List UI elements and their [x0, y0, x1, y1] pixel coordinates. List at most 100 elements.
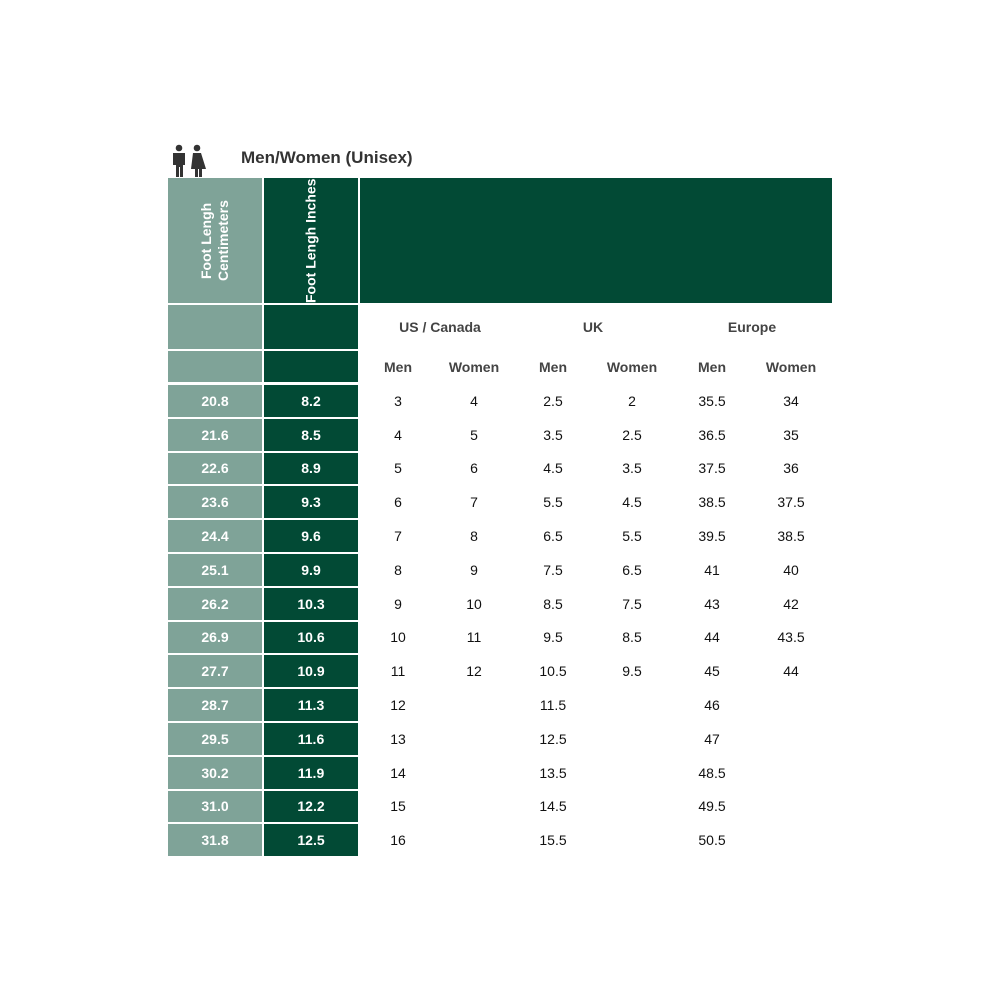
cell-size: 2.5: [543, 392, 563, 409]
cell-size: 44: [783, 663, 799, 680]
cell-size: 14.5: [539, 798, 567, 815]
cell-size: 44: [704, 629, 720, 646]
cell-size: 9: [470, 561, 478, 578]
cell-size: 7: [470, 494, 478, 511]
subheader-men: Men: [698, 359, 726, 375]
cell-size: [434, 791, 514, 823]
cell-size: 6: [470, 460, 478, 477]
cell-size: 8.5: [622, 629, 642, 646]
cell-cm: 24.4: [168, 520, 262, 552]
cell-size: 7.5: [543, 561, 563, 578]
cell-size: 5.5: [543, 494, 563, 511]
header-foot-length-inches: Foot Lengh Inches: [264, 178, 358, 303]
cell-inches: 12.2: [264, 790, 358, 823]
cell-inches: 9.6: [264, 520, 358, 552]
cell-size: 16: [390, 832, 406, 849]
cell-size: [751, 723, 831, 755]
cell-size: 36: [783, 460, 799, 477]
cell-size: 9.5: [543, 629, 563, 646]
cell-size: 6.5: [622, 561, 642, 578]
cell-size: 12: [466, 663, 482, 680]
cell-size: 35.5: [698, 392, 726, 409]
cell-size: 47: [704, 730, 720, 747]
cell-size: 13: [390, 730, 406, 747]
cell-size: 39.5: [698, 528, 726, 545]
header-foot-length-cm: Foot Lengh Centimeters: [168, 178, 262, 303]
header-spacer: [264, 305, 358, 349]
cell-size: [592, 689, 672, 721]
subheader-women: Women: [606, 359, 658, 375]
cell-size: [751, 757, 831, 789]
cell-cm: 31.8: [168, 824, 262, 857]
cell-size: 14: [390, 764, 406, 781]
cell-size: 4: [470, 392, 478, 409]
cell-size: 50.5: [698, 832, 726, 849]
cell-size: [751, 824, 831, 856]
cell-size: 5.5: [622, 528, 642, 545]
cell-inches: 11.6: [264, 723, 358, 755]
cell-size: 37.5: [777, 494, 805, 511]
cell-size: 6.5: [543, 528, 563, 545]
cell-cm: 25.1: [168, 554, 262, 586]
cell-size: 10.5: [539, 663, 567, 680]
cell-inches: 8.5: [264, 418, 358, 451]
cell-size: 13.5: [539, 764, 567, 781]
cell-size: 40: [783, 561, 799, 578]
cell-size: 43: [704, 595, 720, 612]
cell-inches: 10.6: [264, 621, 358, 654]
cell-cm: 26.9: [168, 621, 262, 654]
cell-size: 3: [394, 392, 402, 409]
cell-cm: 30.2: [168, 756, 262, 789]
cell-size: 37.5: [698, 460, 726, 477]
men-women-icon: [173, 144, 206, 177]
cell-size: 43.5: [777, 629, 805, 646]
group-europe: Europe: [727, 319, 777, 335]
cell-size: 46: [704, 697, 720, 714]
cell-cm: 29.5: [168, 723, 262, 755]
cell-size: 4: [394, 426, 402, 443]
cell-size: [434, 723, 514, 755]
cell-size: 7: [394, 528, 402, 545]
cell-cm: 23.6: [168, 486, 262, 519]
cell-size: 38.5: [698, 494, 726, 511]
cell-cm: 22.6: [168, 452, 262, 485]
header-spacer: [168, 351, 262, 382]
cell-size: [751, 791, 831, 823]
cell-size: 11: [390, 663, 406, 680]
cell-size: 11.5: [539, 697, 567, 714]
cell-size: [592, 757, 672, 789]
cell-size: 5: [394, 460, 402, 477]
group-uk: UK: [582, 319, 604, 335]
cell-size: 8: [394, 561, 402, 578]
cell-size: 5: [470, 426, 478, 443]
cell-size: 48.5: [698, 764, 726, 781]
subheader-women: Women: [448, 359, 500, 375]
cell-size: 15.5: [539, 832, 567, 849]
cell-size: 36.5: [698, 426, 726, 443]
header-spacer: [168, 305, 262, 349]
cell-size: 8.5: [543, 595, 563, 612]
cell-size: 10: [390, 629, 406, 646]
cell-cm: 31.0: [168, 790, 262, 823]
header-banner: [360, 178, 832, 303]
cell-size: [751, 689, 831, 721]
cell-cm: 21.6: [168, 418, 262, 451]
cell-size: 4.5: [543, 460, 563, 477]
cell-size: [434, 824, 514, 856]
cell-size: 2.5: [622, 426, 642, 443]
cell-size: 41: [704, 561, 720, 578]
cell-cm: 28.7: [168, 689, 262, 721]
cell-size: 12: [390, 697, 406, 714]
cell-inches: 11.3: [264, 689, 358, 721]
cell-inches: 12.5: [264, 824, 358, 857]
cell-size: 3.5: [622, 460, 642, 477]
header-spacer: [264, 351, 358, 382]
cell-size: 12.5: [539, 730, 567, 747]
cell-size: 11: [466, 629, 482, 646]
cell-inches: 9.3: [264, 486, 358, 519]
subheader-women: Women: [765, 359, 817, 375]
group-us-canada: US / Canada: [399, 319, 481, 335]
cell-cm: 20.8: [168, 385, 262, 417]
cell-size: [592, 824, 672, 856]
cell-size: 49.5: [698, 798, 726, 815]
